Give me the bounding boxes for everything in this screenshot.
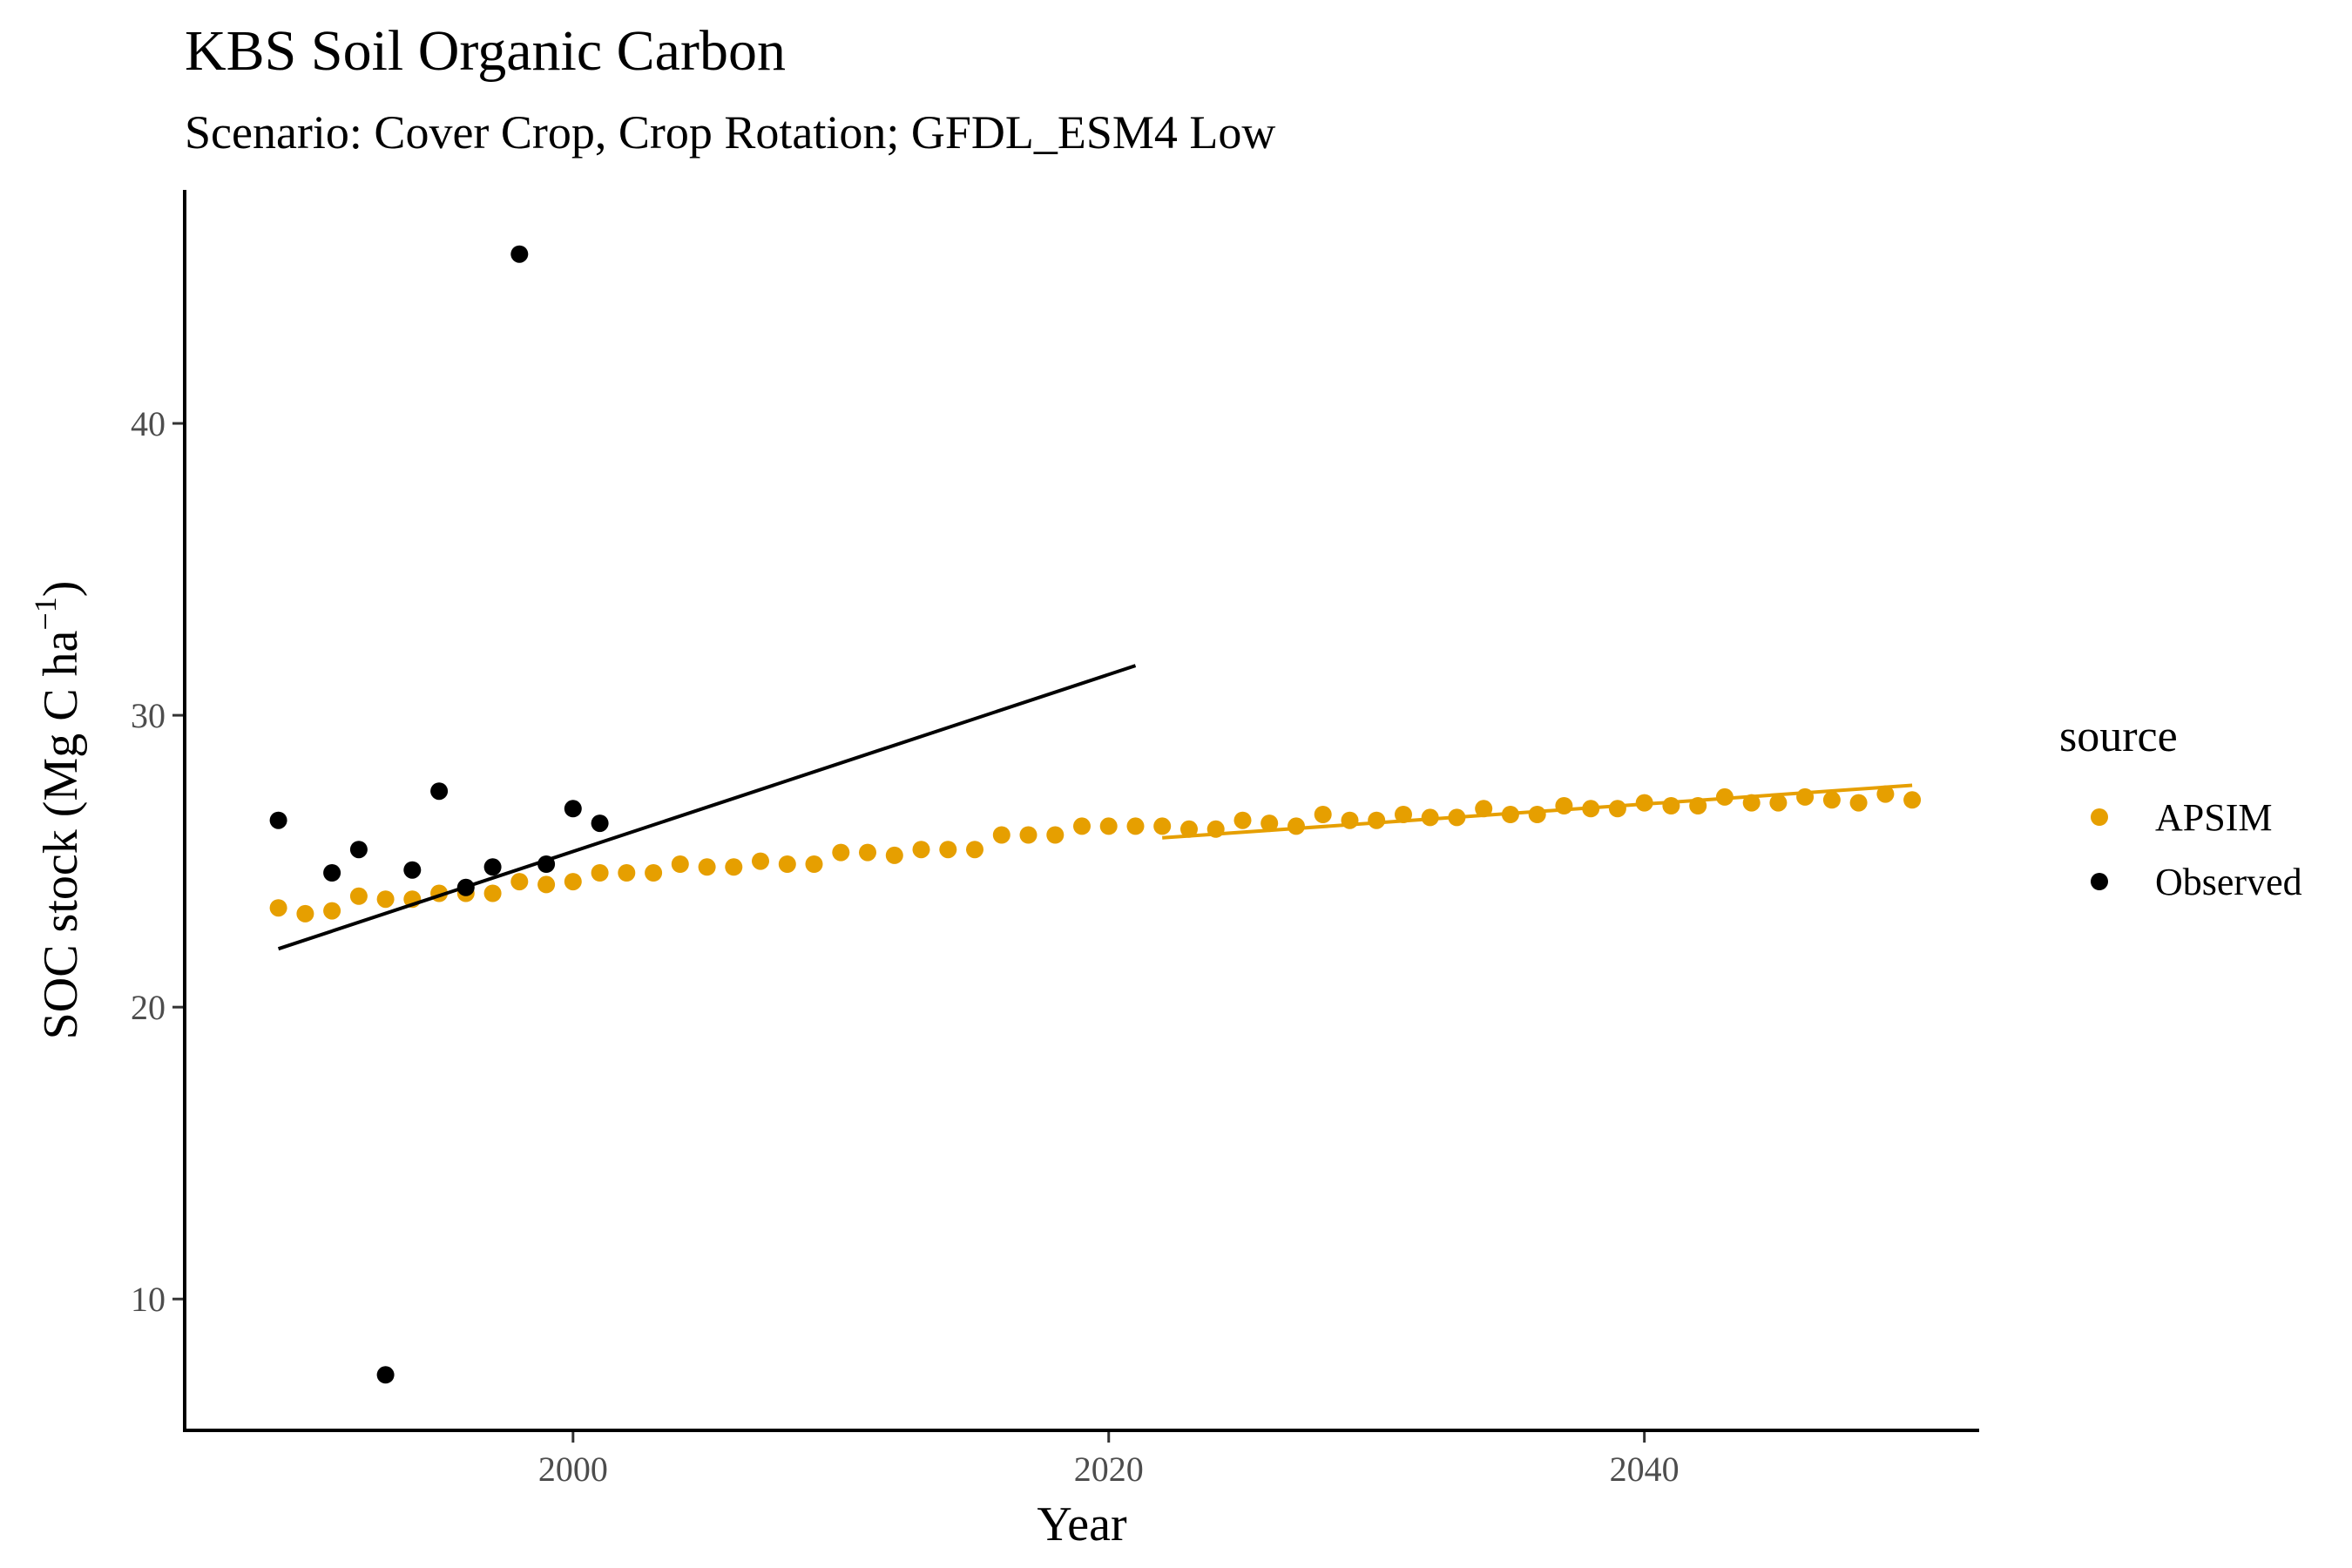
x-axis-ticks: 2000 2020 2040 xyxy=(538,1432,1680,1489)
apsim-point xyxy=(1368,811,1386,829)
observed-point xyxy=(430,782,449,801)
observed-point xyxy=(591,814,609,833)
apsim-point xyxy=(778,855,796,873)
apsim-point xyxy=(1849,794,1868,812)
apsim-point xyxy=(510,873,529,891)
legend: source APSIM Observed xyxy=(2059,712,2302,903)
apsim-point xyxy=(645,864,663,882)
observed-trend-line xyxy=(277,664,1137,951)
apsim-point xyxy=(564,873,582,891)
apsim-point xyxy=(832,843,850,862)
y-tick-label: 20 xyxy=(131,988,166,1027)
chart-subtitle: Scenario: Cover Crop, Crop Rotation; GFD… xyxy=(185,106,1275,159)
apsim-point xyxy=(618,864,636,882)
observed-point xyxy=(564,800,582,818)
apsim-point xyxy=(483,884,502,902)
apsim-point xyxy=(269,899,287,917)
apsim-point xyxy=(1099,817,1118,835)
apsim-point xyxy=(1260,814,1279,833)
apsim-point xyxy=(992,826,1010,844)
apsim-point xyxy=(1395,806,1412,823)
apsim-trend-line xyxy=(1162,783,1913,840)
apsim-point xyxy=(591,864,609,882)
y-tick-label: 40 xyxy=(131,404,166,443)
observed-point xyxy=(376,1366,395,1384)
apsim-point xyxy=(1126,817,1145,835)
observed-point xyxy=(349,841,368,859)
apsim-point xyxy=(1555,797,1573,814)
y-axis-ticks: 10 20 30 40 xyxy=(131,404,183,1319)
legend-label-apsim: APSIM xyxy=(2155,796,2273,839)
apsim-point xyxy=(939,841,957,859)
apsim-point xyxy=(1608,800,1626,818)
apsim-point xyxy=(725,858,743,876)
y-axis-title-superscript: −1 xyxy=(28,597,63,630)
apsim-point xyxy=(1528,806,1546,823)
apsim-point xyxy=(912,841,930,859)
y-tick-label: 30 xyxy=(131,696,166,735)
observed-point xyxy=(323,864,341,882)
apsim-point xyxy=(1903,791,1922,809)
apsim-point xyxy=(671,855,689,873)
apsim-point xyxy=(349,887,368,905)
apsim-point xyxy=(698,858,716,876)
observed-point xyxy=(403,861,422,879)
x-axis-title: Year xyxy=(1037,1497,1127,1551)
apsim-point xyxy=(1822,791,1841,809)
apsim-point xyxy=(1876,785,1895,803)
series-observed xyxy=(269,245,609,1384)
apsim-point xyxy=(1475,800,1493,818)
legend-label-observed: Observed xyxy=(2155,861,2302,903)
x-tick-label: 2000 xyxy=(538,1450,608,1489)
apsim-point xyxy=(296,904,314,923)
legend-title: source xyxy=(2059,712,2178,761)
apsim-point xyxy=(1046,826,1064,844)
observed-point xyxy=(269,811,287,829)
apsim-point xyxy=(1073,817,1091,835)
x-tick-label: 2020 xyxy=(1074,1450,1144,1489)
apsim-point xyxy=(537,875,556,894)
series-apsim xyxy=(269,785,1922,923)
apsim-point xyxy=(1180,820,1198,838)
apsim-point xyxy=(376,890,395,909)
legend-key-apsim xyxy=(2091,808,2108,826)
apsim-point xyxy=(1662,797,1680,814)
x-tick-label: 2040 xyxy=(1610,1450,1680,1489)
legend-key-observed xyxy=(2091,873,2108,890)
apsim-point xyxy=(1019,826,1037,844)
y-axis-title: SOC stock (Mg C ha−1) xyxy=(28,581,88,1040)
chart-title: KBS Soil Organic Carbon xyxy=(185,19,786,83)
observed-point xyxy=(483,858,502,876)
apsim-point xyxy=(1769,794,1788,812)
y-axis-title-main: SOC stock (Mg C ha xyxy=(34,630,88,1039)
apsim-point xyxy=(752,852,769,870)
observed-point xyxy=(510,245,529,263)
apsim-point xyxy=(1314,806,1332,823)
apsim-point xyxy=(323,902,341,920)
apsim-point xyxy=(1153,817,1172,835)
apsim-point xyxy=(1233,811,1252,829)
apsim-point xyxy=(859,843,876,862)
apsim-point xyxy=(885,846,903,864)
apsim-point xyxy=(805,855,823,873)
y-tick-label: 10 xyxy=(131,1280,166,1319)
plot-area xyxy=(269,245,1922,1384)
y-axis-title-close: ) xyxy=(34,581,88,598)
apsim-point xyxy=(966,841,983,859)
apsim-point xyxy=(1288,817,1305,835)
